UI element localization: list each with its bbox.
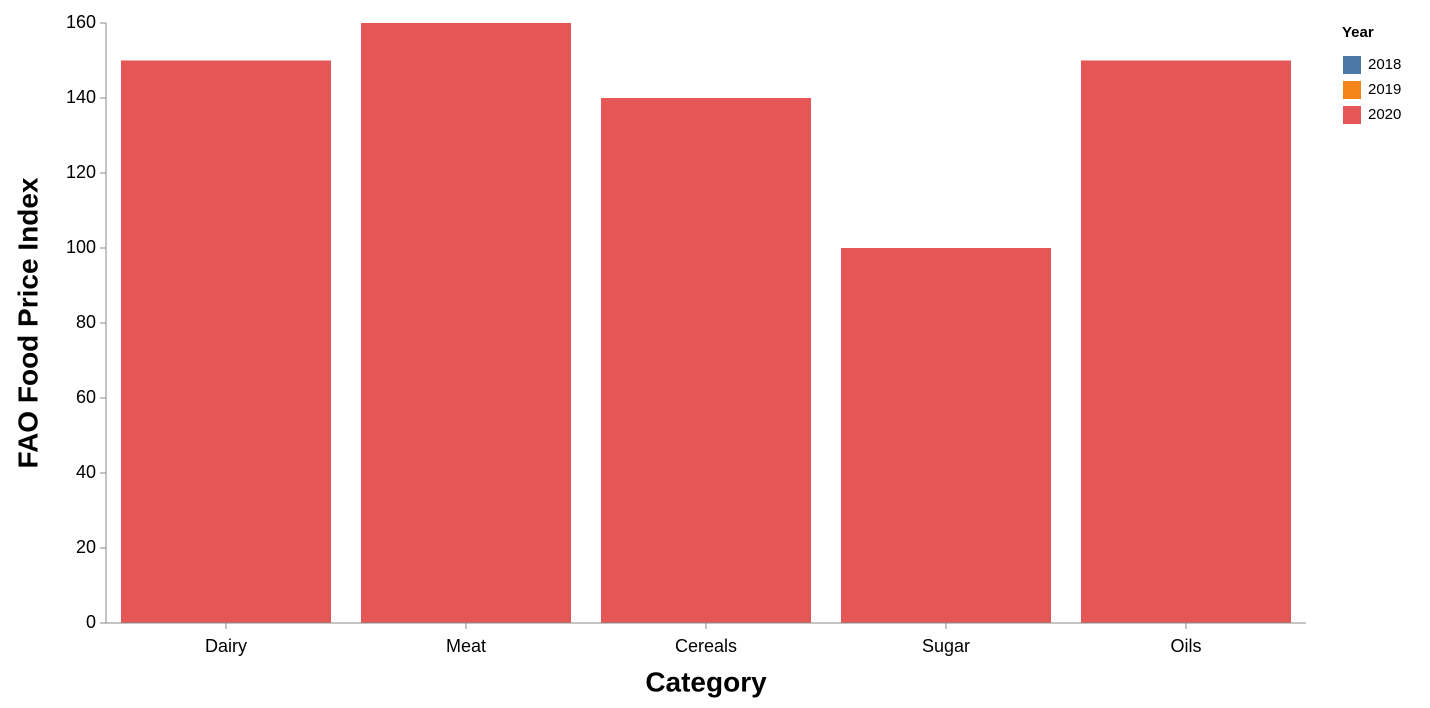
y-tick-label: 120 bbox=[66, 162, 96, 182]
legend-label: 2020 bbox=[1368, 106, 1401, 123]
x-tick-label: Sugar bbox=[922, 636, 970, 656]
legend-swatch bbox=[1343, 81, 1361, 99]
bar bbox=[1081, 60, 1291, 623]
bar bbox=[121, 60, 331, 623]
bar bbox=[841, 248, 1051, 623]
y-tick-label: 40 bbox=[76, 462, 96, 482]
y-tick-label: 140 bbox=[66, 87, 96, 107]
y-tick-label: 80 bbox=[76, 312, 96, 332]
x-tick-label: Meat bbox=[446, 636, 486, 656]
y-tick-label: 0 bbox=[86, 612, 96, 632]
legend-title: Year bbox=[1342, 24, 1374, 41]
legend-swatch bbox=[1343, 106, 1361, 124]
y-axis-title: FAO Food Price Index bbox=[12, 177, 43, 468]
y-tick-label: 100 bbox=[66, 237, 96, 257]
x-tick-label: Oils bbox=[1171, 636, 1202, 656]
y-tick-label: 20 bbox=[76, 537, 96, 557]
legend-label: 2018 bbox=[1368, 56, 1401, 73]
y-tick-label: 60 bbox=[76, 387, 96, 407]
x-tick-label: Cereals bbox=[675, 636, 737, 656]
bar bbox=[361, 23, 571, 623]
legend-swatch bbox=[1343, 56, 1361, 74]
legend-label: 2019 bbox=[1368, 81, 1401, 98]
y-tick-label: 160 bbox=[66, 12, 96, 32]
x-tick-label: Dairy bbox=[205, 636, 247, 656]
bar bbox=[601, 98, 811, 623]
x-axis-title: Category bbox=[645, 666, 767, 697]
